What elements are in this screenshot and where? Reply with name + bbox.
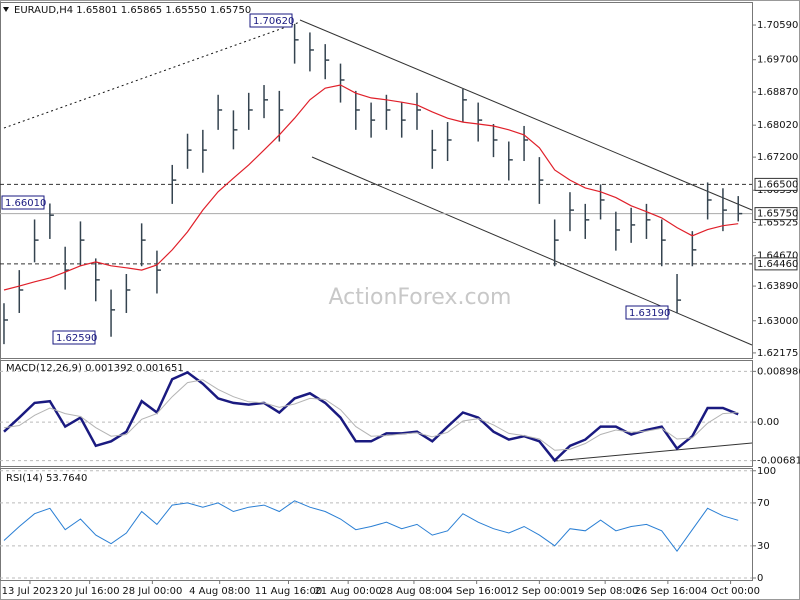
y-tick-label: 100 bbox=[757, 466, 776, 477]
x-tick-label: 28 Aug 08:00 bbox=[380, 586, 447, 597]
y-tick-label: 1.63890 bbox=[757, 281, 798, 292]
y-tick-label: 0.008986 bbox=[757, 366, 800, 377]
y-tick-label: 0.00 bbox=[757, 417, 779, 428]
channel-line bbox=[311, 156, 753, 346]
level-label: 1.64460 bbox=[757, 259, 798, 270]
macd-line bbox=[3, 379, 739, 451]
y-tick-label: 1.68870 bbox=[757, 87, 798, 98]
last-price-box bbox=[754, 207, 798, 221]
x-tick-label: 12 Sep 00:00 bbox=[506, 586, 573, 597]
x-tick-label: 11 Aug 16:00 bbox=[255, 586, 322, 597]
y-tick-label: 30 bbox=[757, 541, 770, 552]
annotation: 1.62590 bbox=[56, 333, 97, 344]
moving-average bbox=[3, 84, 739, 291]
x-tick-label: 4 Sep 16:00 bbox=[446, 586, 506, 597]
y-tick-label: -0.006816 bbox=[757, 456, 800, 467]
annotation: 1.66010 bbox=[5, 198, 46, 209]
rsi-label: RSI(14) 53.7640 bbox=[6, 473, 87, 484]
annotation: 1.70620 bbox=[253, 16, 294, 27]
x-tick-label: 13 Jul 2023 bbox=[2, 586, 59, 597]
annotation-box bbox=[52, 330, 96, 345]
y-tick-label: 1.63000 bbox=[757, 316, 798, 327]
level-label: 1.66500 bbox=[757, 179, 798, 190]
y-tick-label: 1.65525 bbox=[757, 217, 798, 228]
level-box bbox=[754, 177, 798, 191]
y-tick-label: 70 bbox=[757, 498, 770, 509]
rsi-line bbox=[3, 500, 739, 553]
x-tick-label: 4 Aug 08:00 bbox=[189, 586, 250, 597]
x-tick-label: 28 Jul 00:00 bbox=[122, 586, 182, 597]
y-tick-label: 1.70590 bbox=[757, 20, 798, 31]
level-box bbox=[754, 257, 798, 271]
y-tick-label: 1.62175 bbox=[757, 348, 798, 359]
x-tick-label: 26 Sep 16:00 bbox=[634, 586, 701, 597]
macd-panel bbox=[0, 360, 753, 467]
chart-title: EURAUD,H4 1.65801 1.65865 1.65550 1.6575… bbox=[14, 5, 251, 16]
last-price-label: 1.65750 bbox=[757, 209, 798, 220]
y-tick-label: 1.64670 bbox=[757, 251, 798, 262]
x-tick-label: 4 Oct 00:00 bbox=[701, 586, 760, 597]
y-tick-label: 1.68020 bbox=[757, 120, 798, 131]
x-tick-label: 21 Aug 00:00 bbox=[314, 586, 381, 597]
channel-line bbox=[299, 19, 753, 211]
x-tick-label: 19 Sep 08:00 bbox=[572, 586, 639, 597]
annotation-box bbox=[1, 195, 45, 210]
annotation: 1.63190 bbox=[629, 308, 670, 319]
y-tick-label: 1.67200 bbox=[757, 152, 798, 163]
y-tick-label: 0 bbox=[757, 573, 763, 584]
annotation-box bbox=[249, 13, 293, 28]
rsi-panel bbox=[0, 468, 753, 581]
macd-label: MACD(12,26,9) 0.001392 0.001651 bbox=[6, 363, 184, 374]
annotation-box bbox=[625, 305, 669, 320]
main-panel bbox=[0, 2, 753, 359]
watermark: ActionForex.com bbox=[329, 285, 512, 310]
macd-trend-line bbox=[554, 442, 753, 462]
macd-line bbox=[3, 370, 739, 463]
y-tick-label: 1.69700 bbox=[757, 55, 798, 66]
title-arrow bbox=[3, 7, 9, 12]
x-tick-label: 20 Jul 16:00 bbox=[60, 586, 120, 597]
